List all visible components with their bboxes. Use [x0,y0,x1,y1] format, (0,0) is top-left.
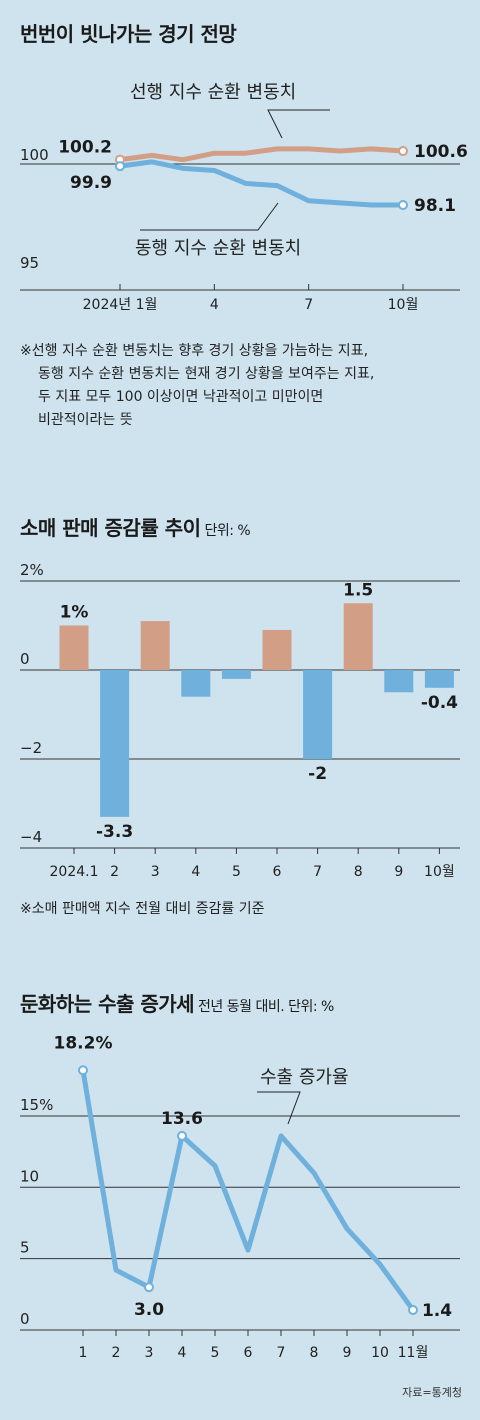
x-tick-label: 6 [244,1345,253,1361]
data-label: 18.2% [54,1033,113,1053]
leading-chart-note: ※선행 지수 순환 변동치는 향후 경기 상황을 가늠하는 지표, 동행 지수 … [20,340,374,432]
leading-coincident-line-chart: 95 100 2024년 1월 4 7 10월 100.2 100.6 99.9 98.1 선행 지… [20,82,468,313]
bar-data-label: -3.3 [96,822,133,842]
x-tick-label: 7 [277,1345,286,1361]
retail-title-text: 소매 판매 증감률 추이 [20,516,201,540]
y-tick-label: 5 [20,1239,30,1257]
point-marker [408,1305,418,1316]
retail-chart-note: ※소매 판매액 지수 전월 대비 증감률 기준 [20,901,265,917]
note-line-1: ※선행 지수 순환 변동치는 향후 경기 상황을 가늠하는 지표, [20,343,369,359]
y-tick-label: 15% [20,1096,53,1114]
note-line-2: 동행 지수 순환 변동치는 현재 경기 상황을 보여주는 지표, [38,366,375,382]
x-tick-label: 3 [151,864,160,880]
y-tick-label: 100 [20,146,49,164]
end-point-marker [398,200,408,211]
series-start-label: 99.9 [70,173,112,193]
bar-data-label: -2 [308,764,327,784]
x-tick-label: 2 [112,1345,121,1361]
exports-unit: 전년 동월 대비. 단위: % [198,999,334,1015]
x-tick-label: 9 [343,1345,352,1361]
y-tick-label: 2% [20,561,44,579]
exports-title-text: 둔화하는 수출 증가세 [20,992,195,1016]
x-tick-label: 1 [79,1345,88,1361]
series-line-leading [117,146,406,163]
x-tick-label: 4 [210,297,219,313]
x-tick-label: 10월 [388,297,419,313]
bar-2 [100,670,130,817]
start-point-marker [115,161,125,172]
series-end-label: 98.1 [414,196,456,216]
x-tick-label: 8 [354,864,363,880]
x-tick-label: 8 [310,1345,319,1361]
bar-2024.1 [59,625,89,670]
exports-chart-title: 둔화하는 수출 증가세 전년 동월 대비. 단위: % [20,988,334,1017]
coincident-series-name: 동행 지수 순환 변동치 [135,238,301,259]
bar-7 [303,670,333,759]
data-label: 1.4 [422,1301,452,1321]
x-tick-label: 10 [371,1345,389,1361]
note-line-3: 두 지표 모두 100 이상이면 낙관적이고 미만이면 [38,389,324,405]
point-marker [144,1282,154,1293]
bar-data-label: 1% [60,603,89,623]
bar-data-label: -0.4 [421,693,458,713]
series-line-coincident [117,159,406,208]
bar-9 [384,670,414,693]
y-tick-label: 0 [20,650,30,668]
y-tick-label: −2 [20,739,42,757]
retail-sales-bar-chart: 2% 0 −2 −4 2024.1 1% 2 -3.3 3 4 5 6 7 -2 8 1.5 9 10월 -0.4 [20,561,460,880]
series-start-label: 100.2 [58,138,112,158]
bar-3 [140,621,170,670]
retail-chart-title: 소매 판매 증감률 추이 단위: % [20,512,251,541]
x-tick-label: 10월 [424,864,455,880]
note-line-4: 비관적이라는 뜻 [38,412,133,428]
x-tick-label: 2024년 1월 [83,297,158,313]
exports-callout-line [257,1091,301,1125]
bar-data-label: 1.5 [343,580,373,600]
leading-series-name: 선행 지수 순환 변동치 [130,82,296,103]
exports-series-name: 수출 증가율 [260,1067,349,1088]
x-tick-label: 4 [178,1345,187,1361]
x-tick-label: 3 [145,1345,154,1361]
point-marker [177,1130,187,1141]
y-tick-label: −4 [20,828,42,846]
bar-8 [343,603,373,670]
retail-unit: 단위: % [204,523,251,539]
export-growth-line [80,1067,416,1313]
x-tick-label: 7 [304,297,313,313]
leading-callout-line [267,109,330,139]
x-tick-label: 4 [191,864,200,880]
x-tick-label: 5 [232,864,241,880]
end-point-marker [398,146,408,157]
x-tick-label: 9 [394,864,403,880]
point-marker [78,1065,88,1076]
coincident-callout-line [140,202,279,231]
data-label: 13.6 [161,1109,203,1129]
bar-10월 [424,670,454,688]
x-tick-label: 7 [313,864,322,880]
x-tick-label: 2024.1 [50,864,99,880]
bar-4 [181,670,211,697]
data-label: 3.0 [134,1300,164,1320]
bar-6 [262,629,292,670]
x-tick-label: 5 [211,1345,220,1361]
source-label: 자료=통계청 [402,1386,462,1399]
bar-5 [221,670,251,679]
series-end-label: 100.6 [414,142,468,162]
leading-chart-title: 번번이 빗나가는 경기 전망 [20,22,237,46]
x-tick-label: 6 [273,864,282,880]
y-tick-label: 10 [20,1167,39,1185]
y-tick-label: 95 [20,254,39,272]
x-tick-label: 2 [110,864,119,880]
x-tick-label: 11월 [398,1345,429,1361]
y-tick-label: 0 [20,1310,30,1328]
